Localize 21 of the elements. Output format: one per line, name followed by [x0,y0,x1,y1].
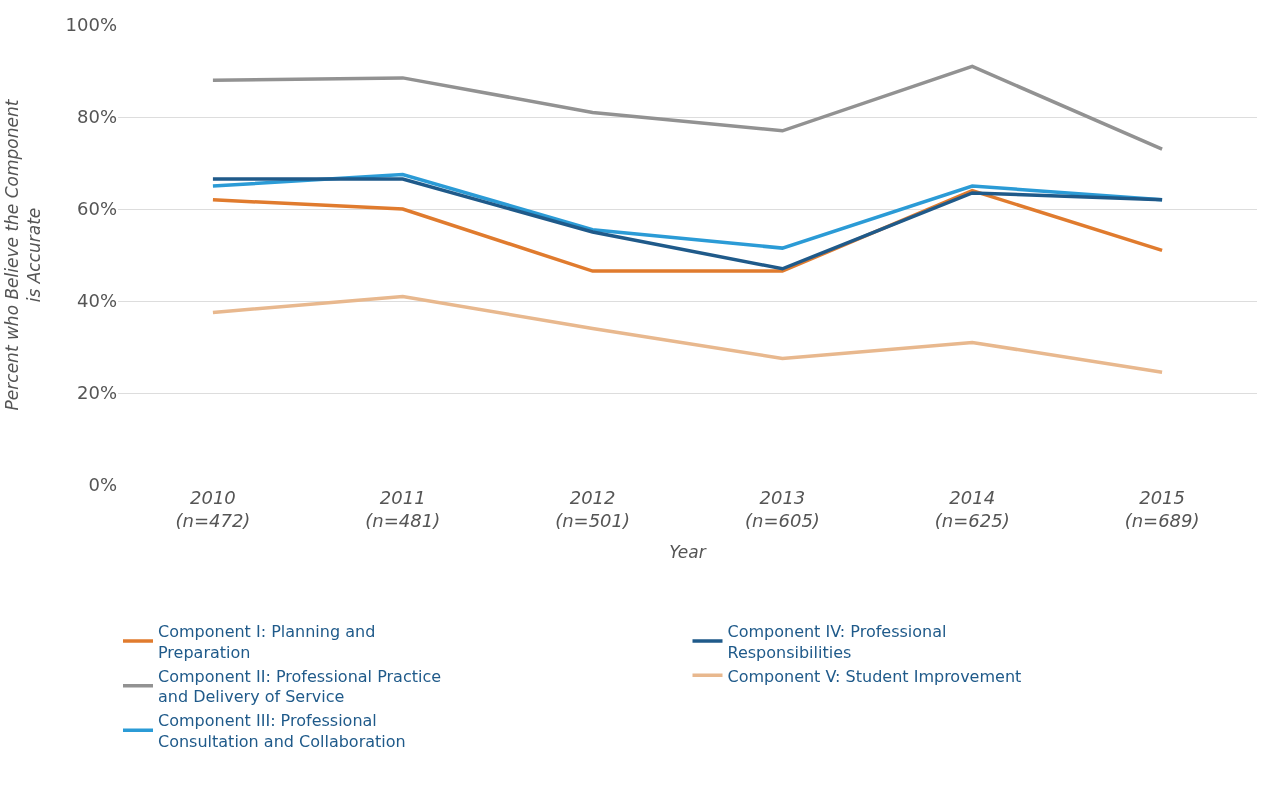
y-tick-label: 80% [76,106,117,128]
x-tick-label: 2015 (n=689) [1124,487,1200,532]
y-tick-label: 40% [76,290,117,312]
legend-label: Component I: Planning and Preparation [158,621,376,662]
legend-label: Component V: Student Improvement [727,666,1022,686]
line-series [211,64,1164,151]
y-axis-title: Percent who Believe the Component is Accurate [1,98,45,411]
x-tick-label: 2011 (n=481) [365,487,441,532]
legend-label: Component II: Professional Practice and Delivery of Service [158,666,442,707]
y-tick-label: 0% [88,474,117,496]
y-tick-label: 20% [76,382,117,404]
y-tick-label: 60% [76,198,117,220]
x-tick-label: 2012 (n=501) [555,487,631,532]
x-tick-label: 2014 (n=625) [934,487,1010,532]
legend-label: Component IV: Professional Responsibilities [727,621,947,662]
x-axis-title: Year [669,541,707,562]
y-tick-label: 100% [65,14,117,36]
line-series [211,294,1164,375]
x-tick-label: 2013 (n=605) [744,487,820,532]
legend-label: Component III: Professional Consultation and Collaboration [158,711,406,751]
x-tick-label: 2010 (n=472) [175,487,251,532]
